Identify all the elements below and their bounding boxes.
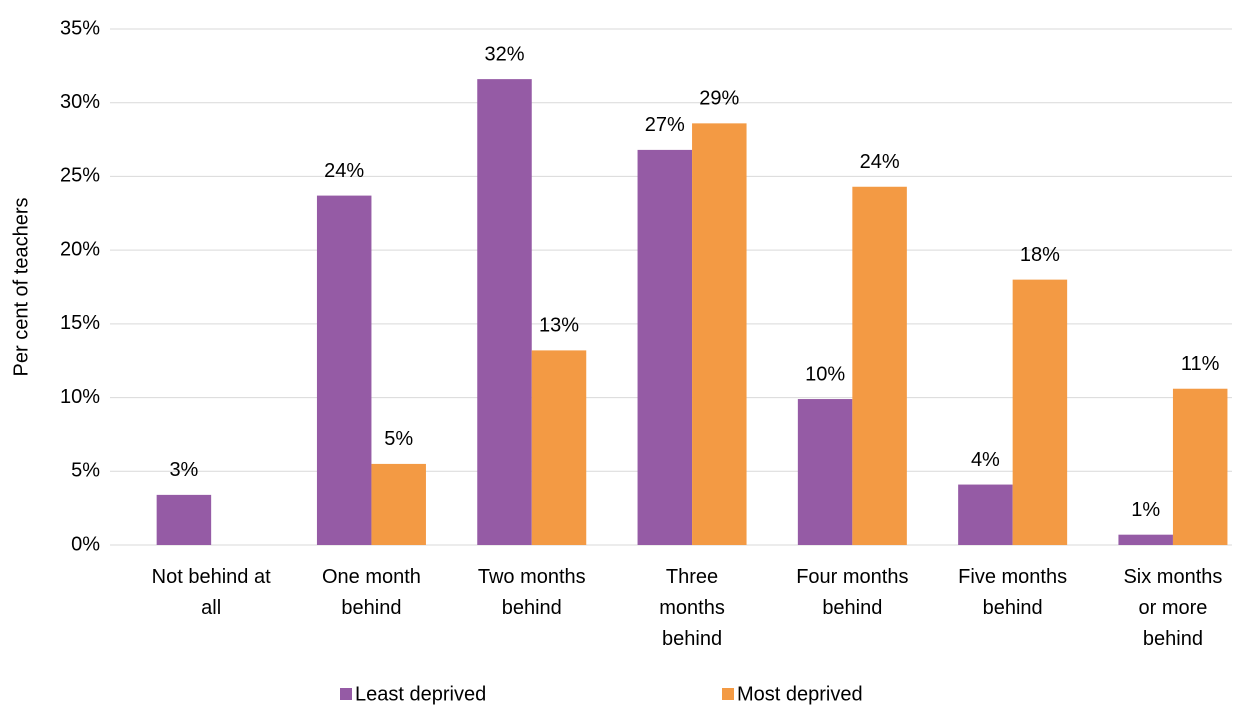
bar xyxy=(797,399,853,545)
y-tick-label: 20% xyxy=(60,238,100,260)
x-tick-label-line: behind xyxy=(341,597,401,619)
x-tick-label-line: behind xyxy=(983,597,1043,619)
x-tick-label: Three months behind xyxy=(659,566,725,650)
x-tick-label: Six months or more behind xyxy=(1123,566,1222,650)
bar xyxy=(156,494,212,545)
x-tick-label: Not behind at all xyxy=(152,566,271,619)
legend-label: Most deprived xyxy=(737,683,863,705)
x-tick-label-line: Not behind at xyxy=(152,566,271,588)
y-tick-label: 10% xyxy=(60,386,100,408)
data-label: 11% xyxy=(1181,353,1220,375)
data-label: 1% xyxy=(1131,499,1160,521)
data-label: 13% xyxy=(539,315,579,337)
bar xyxy=(637,149,693,546)
x-tick-label-line: months xyxy=(659,597,725,619)
legend-swatch xyxy=(722,688,734,700)
x-tick-label-line: Six months xyxy=(1123,566,1222,588)
bar xyxy=(316,195,372,545)
bar xyxy=(1012,279,1068,545)
y-axis-title: Per cent of teachers xyxy=(10,198,32,377)
x-tick-label-line: behind xyxy=(502,597,562,619)
bar xyxy=(1172,388,1228,545)
data-label: 32% xyxy=(484,43,524,65)
bar xyxy=(531,350,587,545)
y-tick-label: 30% xyxy=(60,91,100,113)
x-tick-label: Four months behind xyxy=(796,566,908,619)
legend-label: Least deprived xyxy=(355,683,486,705)
x-tick-label-line: Five months xyxy=(958,566,1067,588)
bar xyxy=(958,484,1013,545)
data-label: 4% xyxy=(971,449,1000,471)
bar xyxy=(692,123,747,546)
x-tick-label-line: Two months xyxy=(478,566,586,588)
x-tick-label-line: all xyxy=(201,597,221,619)
x-tick-label-line: One month xyxy=(322,566,421,588)
bar xyxy=(477,79,532,545)
data-label: 3% xyxy=(169,459,198,481)
y-tick-label: 5% xyxy=(71,460,100,482)
data-label: 5% xyxy=(384,428,413,450)
bar xyxy=(1118,534,1173,545)
y-tick-label: 0% xyxy=(71,533,100,555)
x-tick-label: Five months behind xyxy=(958,566,1067,619)
bar xyxy=(852,186,907,545)
x-tick-label-line: behind xyxy=(662,628,722,650)
x-tick-label: Two months behind xyxy=(478,566,586,619)
data-label: 10% xyxy=(805,363,845,385)
x-tick-label: One month behind xyxy=(322,566,421,619)
data-label: 18% xyxy=(1020,244,1060,266)
legend-swatch xyxy=(340,688,352,700)
x-tick-label-line: behind xyxy=(822,597,882,619)
y-tick-label: 25% xyxy=(60,165,100,187)
x-tick-label-line: behind xyxy=(1143,628,1203,650)
data-label: 27% xyxy=(645,114,685,136)
data-label: 29% xyxy=(699,88,739,110)
bar xyxy=(371,463,426,545)
y-tick-label: 35% xyxy=(60,17,100,39)
x-tick-label-line: Three xyxy=(666,566,718,588)
data-label: 24% xyxy=(324,160,364,182)
x-tick-label-line: Four months xyxy=(796,566,908,588)
y-tick-label: 15% xyxy=(60,312,100,334)
x-tick-label-line: or more xyxy=(1138,597,1207,619)
data-label: 24% xyxy=(860,151,900,173)
